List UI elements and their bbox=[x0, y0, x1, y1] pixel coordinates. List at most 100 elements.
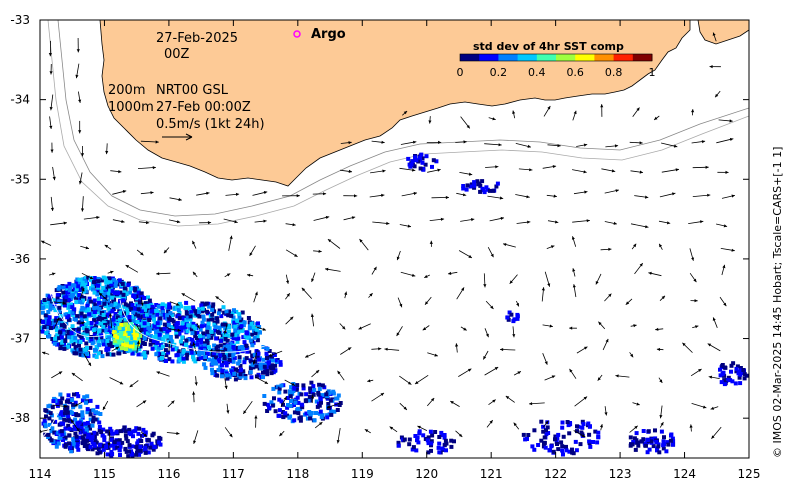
current-arrow bbox=[691, 140, 706, 144]
current-arrow bbox=[489, 216, 505, 222]
current-arrow bbox=[658, 220, 671, 225]
current-arrow bbox=[691, 403, 707, 409]
current-arrow bbox=[254, 219, 267, 223]
current-arrow bbox=[401, 191, 418, 197]
current-arrow bbox=[78, 321, 85, 325]
current-arrow bbox=[605, 144, 619, 148]
current-arrow bbox=[80, 146, 85, 157]
current-arrow bbox=[604, 406, 608, 416]
current-arrow bbox=[721, 264, 726, 276]
current-arrow bbox=[344, 291, 348, 299]
current-arrow bbox=[371, 140, 385, 144]
current-arrow bbox=[399, 402, 408, 411]
current-arrow bbox=[282, 194, 300, 198]
colorbar-tick-label: 1 bbox=[649, 66, 656, 79]
current-arrow bbox=[196, 191, 210, 196]
current-arrow bbox=[136, 400, 147, 408]
current-arrow bbox=[53, 317, 60, 330]
current-arrow bbox=[456, 287, 465, 300]
current-arrow bbox=[573, 190, 588, 195]
current-arrow bbox=[458, 250, 473, 259]
current-arrow bbox=[712, 32, 717, 42]
current-arrow bbox=[311, 369, 320, 378]
x-tick-label: 118 bbox=[286, 467, 309, 481]
current-arrow bbox=[604, 189, 619, 194]
x-tick-label: 117 bbox=[222, 467, 245, 481]
current-arrow bbox=[597, 374, 603, 381]
current-arrow bbox=[304, 352, 315, 358]
current-arrow bbox=[426, 397, 435, 407]
current-arrow bbox=[242, 400, 253, 415]
current-arrow bbox=[71, 372, 83, 382]
current-arrow bbox=[427, 168, 441, 173]
land-mass bbox=[99, 20, 691, 187]
current-arrow bbox=[368, 292, 373, 298]
current-arrow bbox=[512, 110, 516, 119]
current-arrow bbox=[400, 271, 416, 277]
current-arrow bbox=[78, 91, 82, 103]
current-vectors bbox=[40, 32, 735, 447]
current-arrow bbox=[455, 343, 459, 353]
current-arrow bbox=[364, 428, 371, 434]
current-arrow bbox=[574, 396, 588, 407]
current-arrow bbox=[718, 119, 733, 123]
colorbar-gradient bbox=[459, 53, 653, 62]
current-arrow bbox=[326, 402, 341, 409]
current-arrow bbox=[156, 272, 171, 276]
y-tick-label: -37 bbox=[10, 332, 30, 346]
current-arrow bbox=[424, 296, 432, 305]
colorbar-tick-label: 0.4 bbox=[528, 66, 546, 79]
current-arrow bbox=[482, 350, 489, 360]
colorbar-tick-label: 0.8 bbox=[605, 66, 623, 79]
current-arrow bbox=[367, 379, 374, 383]
current-arrow bbox=[181, 292, 196, 302]
x-tick-label: 114 bbox=[29, 467, 52, 481]
current-arrow bbox=[602, 338, 609, 351]
current-arrow bbox=[314, 421, 323, 429]
current-arrow bbox=[571, 236, 577, 247]
current-arrow bbox=[226, 403, 230, 414]
current-arrow bbox=[720, 248, 735, 252]
current-arrow bbox=[689, 248, 695, 261]
current-arrow bbox=[112, 190, 127, 195]
current-arrow bbox=[301, 287, 312, 299]
current-arrow bbox=[541, 287, 545, 302]
time-label: 00Z bbox=[164, 47, 190, 62]
current-arrow bbox=[488, 117, 496, 121]
colorbar: std dev of 4hr SST comp 0 0.2 0.4 0.6 0.8 1 bbox=[457, 40, 656, 79]
current-arrow bbox=[502, 243, 516, 248]
current-arrow bbox=[138, 221, 150, 225]
current-arrow bbox=[487, 195, 504, 200]
current-arrow bbox=[168, 219, 181, 224]
current-arrow bbox=[429, 217, 445, 221]
current-arrow bbox=[460, 326, 467, 331]
current-arrow bbox=[484, 366, 499, 376]
current-arrow bbox=[399, 224, 412, 228]
current-arrow bbox=[417, 425, 428, 431]
current-arrow bbox=[80, 287, 85, 298]
y-tick-label: -36 bbox=[10, 252, 30, 266]
current-arrow bbox=[604, 221, 617, 225]
current-arrow bbox=[599, 424, 603, 431]
current-arrow bbox=[136, 340, 140, 353]
current-arrow bbox=[107, 270, 114, 274]
current-arrow bbox=[370, 169, 386, 174]
current-arrow bbox=[224, 378, 228, 390]
current-arrow bbox=[80, 196, 85, 212]
current-arrow bbox=[254, 415, 258, 428]
current-arrow bbox=[486, 419, 494, 428]
current-arrow bbox=[192, 342, 198, 355]
current-arrow bbox=[136, 249, 144, 256]
current-arrow bbox=[80, 245, 90, 250]
current-arrow bbox=[708, 375, 720, 379]
current-arrow bbox=[513, 371, 522, 376]
current-arrow bbox=[340, 169, 353, 173]
current-arrow bbox=[284, 379, 296, 386]
x-tick-label: 122 bbox=[544, 467, 567, 481]
current-arrow bbox=[456, 192, 467, 197]
current-arrow bbox=[253, 291, 258, 303]
current-arrow bbox=[629, 352, 634, 358]
current-arrow bbox=[49, 94, 54, 111]
current-arrow bbox=[399, 375, 412, 385]
current-arrow bbox=[630, 170, 644, 174]
